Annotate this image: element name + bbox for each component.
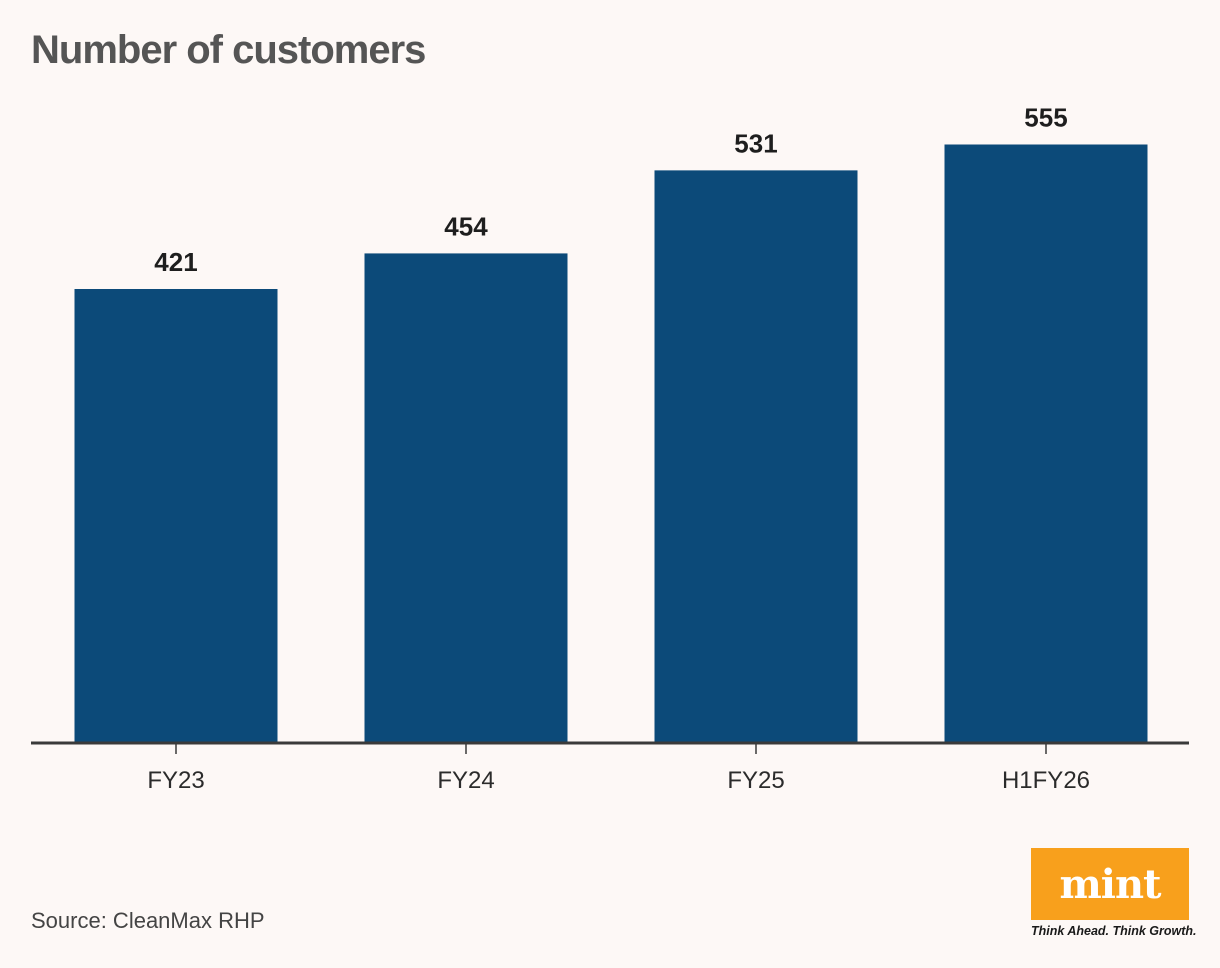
data-label-h1fy26: 555 (1024, 102, 1067, 132)
x-tick-label-h1fy26: H1FY26 (1002, 767, 1090, 794)
x-ticks-group: FY23 FY24 FY25 H1FY26 (147, 743, 1090, 794)
logo-wordmark: mint (1059, 860, 1161, 908)
x-tick-label-fy23: FY23 (147, 767, 204, 794)
bar-fy24 (364, 253, 568, 743)
x-tick-label-fy24: FY24 (437, 767, 494, 794)
source-note: Source: CleanMax RHP (31, 908, 265, 933)
data-label-fy24: 454 (444, 211, 488, 241)
bar-fy23 (74, 289, 278, 743)
chart-title: Number of customers (31, 28, 426, 72)
data-label-fy25: 531 (734, 128, 777, 158)
mint-logo: mint (1031, 848, 1189, 920)
bars-group: 421 454 531 555 (74, 102, 1148, 743)
data-label-fy23: 421 (154, 247, 197, 277)
logo-tagline: Think Ahead. Think Growth. (1031, 924, 1197, 938)
x-tick-label-fy25: FY25 (727, 767, 784, 794)
bar-fy25 (654, 170, 858, 743)
bar-h1fy26 (944, 144, 1148, 743)
